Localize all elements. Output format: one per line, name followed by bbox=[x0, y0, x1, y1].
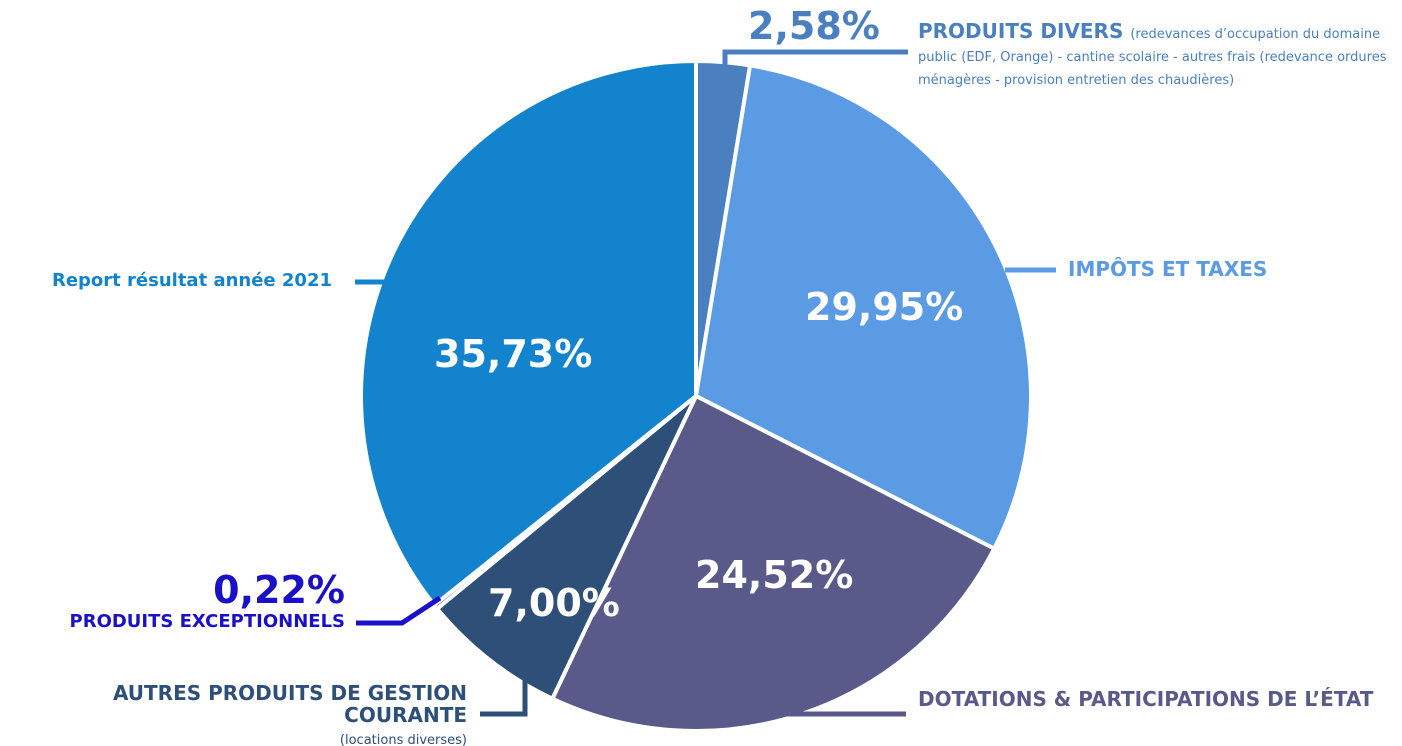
category-description: (redevances d’occupation du domaine publ… bbox=[918, 27, 1387, 88]
category-label: AUTRES PRODUITS DE GESTION COURANTE (loca… bbox=[7, 682, 467, 746]
category-name: Report résultat année 2021 bbox=[51, 270, 332, 291]
category-label: Report résultat année 2021 bbox=[52, 271, 332, 291]
leader-line bbox=[480, 672, 528, 717]
category-name: IMPÔTS ET TAXES bbox=[1068, 257, 1268, 281]
value-label: 29,95% bbox=[805, 285, 964, 329]
value-label: 0,22% bbox=[213, 568, 345, 612]
leader-line bbox=[722, 49, 908, 76]
leader-line bbox=[784, 700, 906, 717]
value-label: 35,73% bbox=[434, 332, 593, 376]
category-label: PRODUITS EXCEPTIONNELS bbox=[70, 612, 345, 632]
category-name: DOTATIONS & PARTICIPATIONS DE L’ÉTAT bbox=[918, 687, 1374, 711]
value-label: 24,52% bbox=[695, 553, 854, 597]
value-label: 7,00% bbox=[488, 581, 620, 625]
category-label: PRODUITS DIVERS (redevances d’occupation… bbox=[918, 20, 1388, 89]
value-label: 2,58% bbox=[748, 4, 880, 48]
pie-slice bbox=[359, 59, 698, 608]
category-name: PRODUITS DIVERS bbox=[918, 19, 1124, 43]
category-name: PRODUITS EXCEPTIONNELS bbox=[69, 611, 345, 632]
leader-line bbox=[356, 595, 442, 626]
category-name: AUTRES PRODUITS DE GESTION COURANTE bbox=[112, 681, 467, 727]
category-label: IMPÔTS ET TAXES bbox=[1068, 258, 1267, 280]
pie-slice bbox=[694, 63, 1033, 551]
pie-slice bbox=[435, 394, 698, 701]
category-description: (locations diverses) bbox=[339, 733, 467, 746]
category-label: DOTATIONS & PARTICIPATIONS DE L’ÉTAT bbox=[918, 688, 1388, 710]
